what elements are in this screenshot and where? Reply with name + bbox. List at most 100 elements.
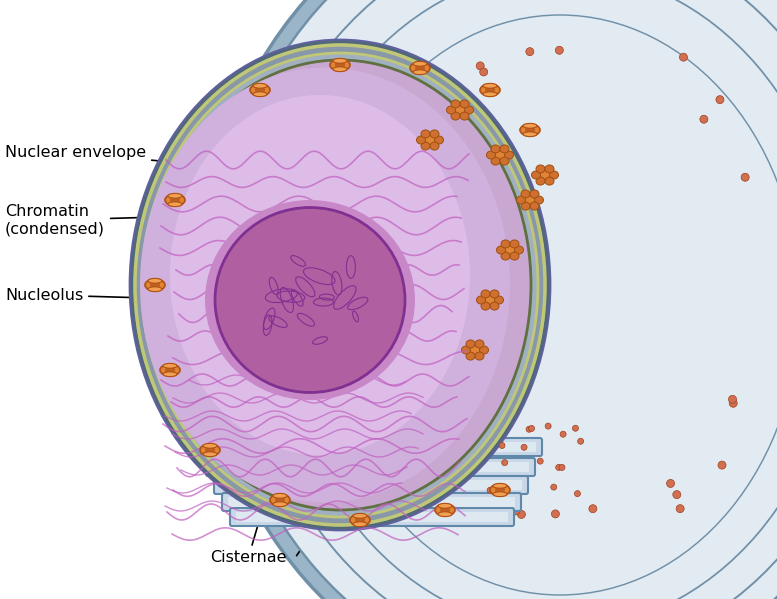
Ellipse shape: [574, 491, 580, 497]
Ellipse shape: [430, 142, 439, 150]
Ellipse shape: [215, 207, 405, 392]
Ellipse shape: [483, 83, 497, 88]
Ellipse shape: [510, 252, 519, 260]
Ellipse shape: [140, 68, 510, 503]
Ellipse shape: [200, 0, 777, 599]
Ellipse shape: [716, 96, 724, 104]
Ellipse shape: [545, 177, 554, 185]
Ellipse shape: [416, 136, 426, 144]
Ellipse shape: [150, 281, 160, 289]
Ellipse shape: [163, 364, 177, 368]
Ellipse shape: [512, 507, 520, 515]
Ellipse shape: [481, 302, 490, 310]
FancyBboxPatch shape: [198, 438, 542, 456]
Ellipse shape: [445, 438, 451, 444]
Ellipse shape: [358, 446, 364, 452]
Ellipse shape: [462, 346, 471, 354]
Ellipse shape: [523, 123, 537, 128]
Ellipse shape: [422, 133, 438, 147]
Ellipse shape: [215, 0, 777, 599]
Ellipse shape: [390, 144, 398, 153]
Ellipse shape: [447, 106, 455, 114]
Ellipse shape: [556, 464, 562, 470]
Ellipse shape: [489, 503, 497, 511]
Ellipse shape: [378, 485, 383, 491]
Ellipse shape: [145, 279, 165, 291]
Ellipse shape: [502, 243, 518, 257]
Ellipse shape: [148, 287, 162, 292]
Ellipse shape: [325, 454, 331, 460]
Ellipse shape: [521, 202, 530, 210]
Ellipse shape: [493, 492, 507, 497]
FancyBboxPatch shape: [212, 462, 529, 472]
Ellipse shape: [413, 62, 427, 66]
Ellipse shape: [399, 449, 408, 457]
Ellipse shape: [253, 92, 267, 96]
Ellipse shape: [521, 190, 530, 198]
FancyBboxPatch shape: [206, 458, 535, 476]
Ellipse shape: [205, 446, 215, 454]
Ellipse shape: [330, 449, 336, 455]
Ellipse shape: [203, 452, 217, 456]
Text: Nucleolus: Nucleolus: [5, 288, 215, 302]
Text: Nucleus: Nucleus: [523, 232, 686, 247]
Ellipse shape: [312, 461, 318, 467]
FancyBboxPatch shape: [220, 480, 522, 490]
Ellipse shape: [466, 340, 475, 348]
Ellipse shape: [536, 177, 545, 185]
FancyBboxPatch shape: [204, 442, 536, 452]
Ellipse shape: [499, 443, 505, 449]
Ellipse shape: [545, 423, 551, 429]
Text: Nuclear envelope: Nuclear envelope: [5, 144, 222, 168]
Ellipse shape: [350, 514, 370, 526]
Ellipse shape: [741, 173, 749, 181]
Ellipse shape: [466, 352, 475, 360]
FancyBboxPatch shape: [236, 512, 508, 522]
Ellipse shape: [149, 60, 531, 510]
Ellipse shape: [486, 151, 496, 159]
Ellipse shape: [250, 84, 270, 96]
Ellipse shape: [148, 279, 162, 283]
Ellipse shape: [537, 458, 543, 464]
Ellipse shape: [350, 50, 770, 570]
Ellipse shape: [165, 366, 175, 374]
Ellipse shape: [475, 352, 484, 360]
Ellipse shape: [170, 95, 470, 455]
Ellipse shape: [589, 505, 597, 513]
Ellipse shape: [200, 444, 220, 456]
Ellipse shape: [451, 112, 460, 120]
Ellipse shape: [530, 202, 539, 210]
Ellipse shape: [476, 62, 484, 70]
Ellipse shape: [330, 59, 350, 71]
Ellipse shape: [479, 68, 488, 76]
Ellipse shape: [526, 426, 532, 432]
Ellipse shape: [320, 15, 777, 595]
Ellipse shape: [385, 480, 392, 486]
Ellipse shape: [370, 75, 750, 505]
Ellipse shape: [522, 193, 538, 207]
Ellipse shape: [255, 86, 265, 94]
Ellipse shape: [353, 522, 367, 527]
Ellipse shape: [402, 477, 409, 483]
Ellipse shape: [305, 0, 777, 599]
Ellipse shape: [386, 446, 392, 452]
Ellipse shape: [168, 193, 182, 198]
Ellipse shape: [390, 424, 396, 430]
Ellipse shape: [482, 293, 498, 307]
Ellipse shape: [130, 40, 550, 530]
Ellipse shape: [504, 151, 514, 159]
Ellipse shape: [253, 83, 267, 88]
Ellipse shape: [528, 425, 535, 431]
Ellipse shape: [168, 202, 182, 207]
Ellipse shape: [163, 372, 177, 377]
Ellipse shape: [135, 45, 545, 525]
Ellipse shape: [160, 364, 180, 376]
Ellipse shape: [450, 440, 455, 446]
Ellipse shape: [378, 183, 385, 190]
Ellipse shape: [350, 435, 355, 441]
Ellipse shape: [142, 53, 538, 517]
Ellipse shape: [521, 444, 527, 450]
Ellipse shape: [545, 165, 554, 173]
Ellipse shape: [475, 340, 484, 348]
Ellipse shape: [273, 502, 287, 507]
